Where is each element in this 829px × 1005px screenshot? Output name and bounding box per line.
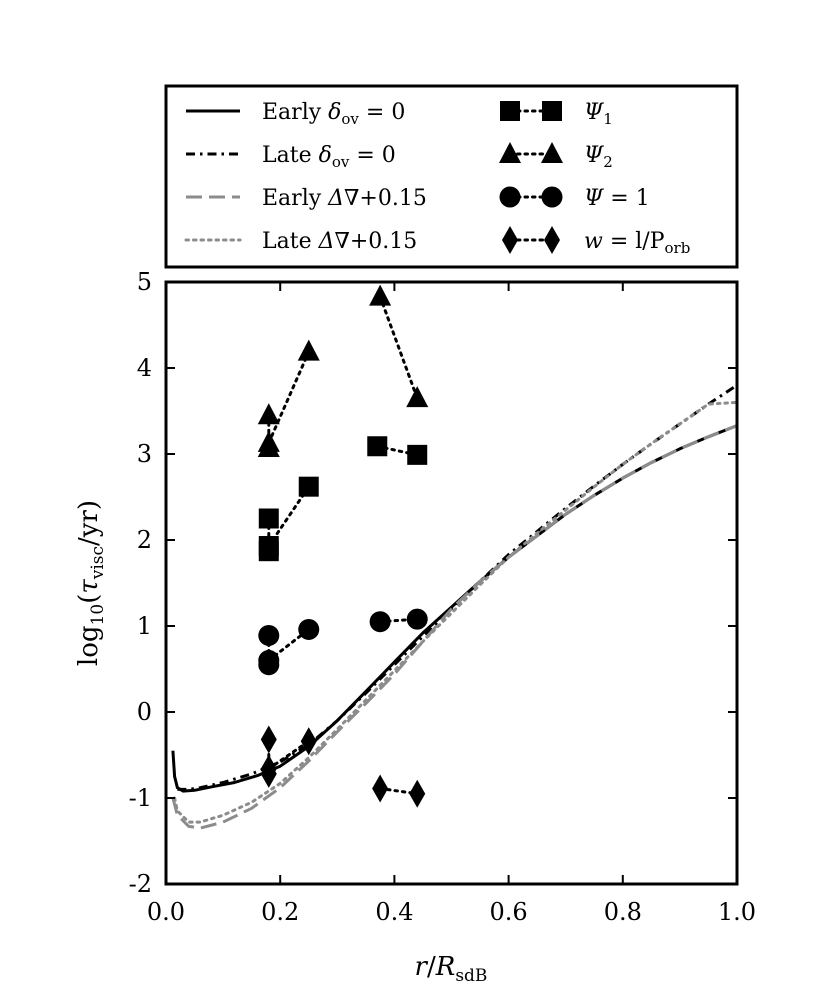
diamond-point-2-1 bbox=[260, 754, 277, 783]
triangle-point-3-2 bbox=[406, 386, 429, 408]
markers-layer bbox=[257, 284, 429, 808]
circle-point-2-1 bbox=[258, 649, 280, 671]
y-tick-label: 4 bbox=[137, 354, 152, 382]
y-axis-label: log10(τvisc/yr) bbox=[74, 500, 108, 666]
diamond-connector-2 bbox=[267, 739, 311, 771]
x-tick-label: 1.0 bbox=[718, 898, 756, 926]
legend-label: Ψ1 bbox=[584, 100, 613, 128]
square-point-1-1 bbox=[258, 508, 279, 529]
y-tick-label: -2 bbox=[129, 870, 152, 898]
legend-marker-a bbox=[499, 186, 521, 208]
diamond-point-1-1 bbox=[260, 725, 277, 754]
triangle-point-1-1 bbox=[257, 403, 280, 425]
legend-label: w = l/Porb bbox=[584, 229, 690, 257]
legend-marker-a bbox=[502, 226, 518, 254]
triangle-connector-2 bbox=[267, 350, 311, 445]
y-tick-label: 3 bbox=[137, 440, 152, 468]
legend-label: Ψ2 bbox=[584, 143, 613, 171]
legend-entry-psi2: Ψ2 bbox=[499, 142, 613, 171]
y-tick-label: 5 bbox=[137, 268, 152, 296]
circle-point-2-2 bbox=[298, 618, 320, 640]
legend-label: Early Δ∇+0.15 bbox=[262, 186, 427, 211]
y-tick-label: 2 bbox=[137, 526, 152, 554]
circle-point-3-2 bbox=[406, 608, 428, 630]
legend-marker-b bbox=[541, 142, 563, 163]
diamond-point-3-2 bbox=[409, 779, 426, 808]
x-tick-label: 0.2 bbox=[261, 898, 299, 926]
legend-marker-a bbox=[499, 142, 521, 163]
plot-area: 0.0 0.2 0.4 0.6 0.8 1.0 -2 -1 0 1 2 3 4 5 bbox=[129, 268, 756, 926]
square-point-3-1 bbox=[367, 436, 388, 457]
legend-items: Early δov = 0 Late δov = 0 Early Δ∇+0.15 La… bbox=[184, 100, 690, 257]
legend-entry-late_ov0: Late δov = 0 bbox=[186, 143, 396, 171]
legend-marker-b bbox=[542, 101, 562, 121]
plot-border bbox=[164, 280, 739, 886]
legend-marker-b bbox=[544, 226, 560, 254]
legend-label: Late Δ∇+0.15 bbox=[262, 229, 417, 254]
legend-label: Early δov = 0 bbox=[262, 100, 405, 128]
diamond-point-3-1 bbox=[372, 774, 389, 803]
triangle-point-2-1 bbox=[257, 430, 280, 452]
x-tick-label: 0.8 bbox=[604, 898, 642, 926]
series-line-4 bbox=[173, 400, 739, 824]
triangle-connector-3 bbox=[378, 295, 419, 400]
y-tick-label: 0 bbox=[137, 698, 152, 726]
legend-marker-a bbox=[500, 101, 520, 121]
y-tick-label: -1 bbox=[129, 784, 152, 812]
legend-entry-psi_eq1: Ψ = 1 bbox=[499, 186, 650, 211]
square-point-2-1 bbox=[258, 536, 279, 557]
legend-entry-early_ov0: Early δov = 0 bbox=[186, 100, 405, 128]
diamond-point-2-2 bbox=[300, 727, 317, 756]
plot-frame bbox=[166, 282, 737, 884]
x-tick-label: 0.6 bbox=[490, 898, 528, 926]
legend: Early δov = 0 Late δov = 0 Early Δ∇+0.15 La… bbox=[164, 84, 739, 269]
ticks-layer: 0.0 0.2 0.4 0.6 0.8 1.0 -2 -1 0 1 2 3 4 5 bbox=[129, 268, 756, 926]
legend-label: Ψ = 1 bbox=[584, 186, 650, 211]
triangle-point-2-2 bbox=[297, 339, 320, 361]
series-line-3 bbox=[171, 424, 738, 830]
lines-layer bbox=[171, 383, 739, 830]
legend-entry-late_dnabla: Late Δ∇+0.15 bbox=[184, 229, 417, 254]
circle-point-3-1 bbox=[369, 611, 391, 633]
y-tick-label: 1 bbox=[137, 612, 152, 640]
legend-entry-psi1: Ψ1 bbox=[500, 100, 613, 128]
x-tick-label: 0.4 bbox=[375, 898, 413, 926]
legend-marker-b bbox=[541, 186, 563, 208]
square-point-3-2 bbox=[407, 444, 428, 465]
legend-entry-early_dnabla: Early Δ∇+0.15 bbox=[186, 186, 427, 211]
x-tick-label: 0.0 bbox=[147, 898, 185, 926]
triangle-point-3-1 bbox=[369, 284, 392, 306]
x-axis-label: r/RsdB bbox=[415, 952, 488, 986]
square-point-2-2 bbox=[298, 476, 319, 497]
circle-point-1-1 bbox=[258, 624, 280, 646]
legend-frame bbox=[164, 84, 739, 269]
legend-label: Late δov = 0 bbox=[262, 143, 396, 171]
legend-entry-w: w = l/Porb bbox=[502, 226, 690, 257]
